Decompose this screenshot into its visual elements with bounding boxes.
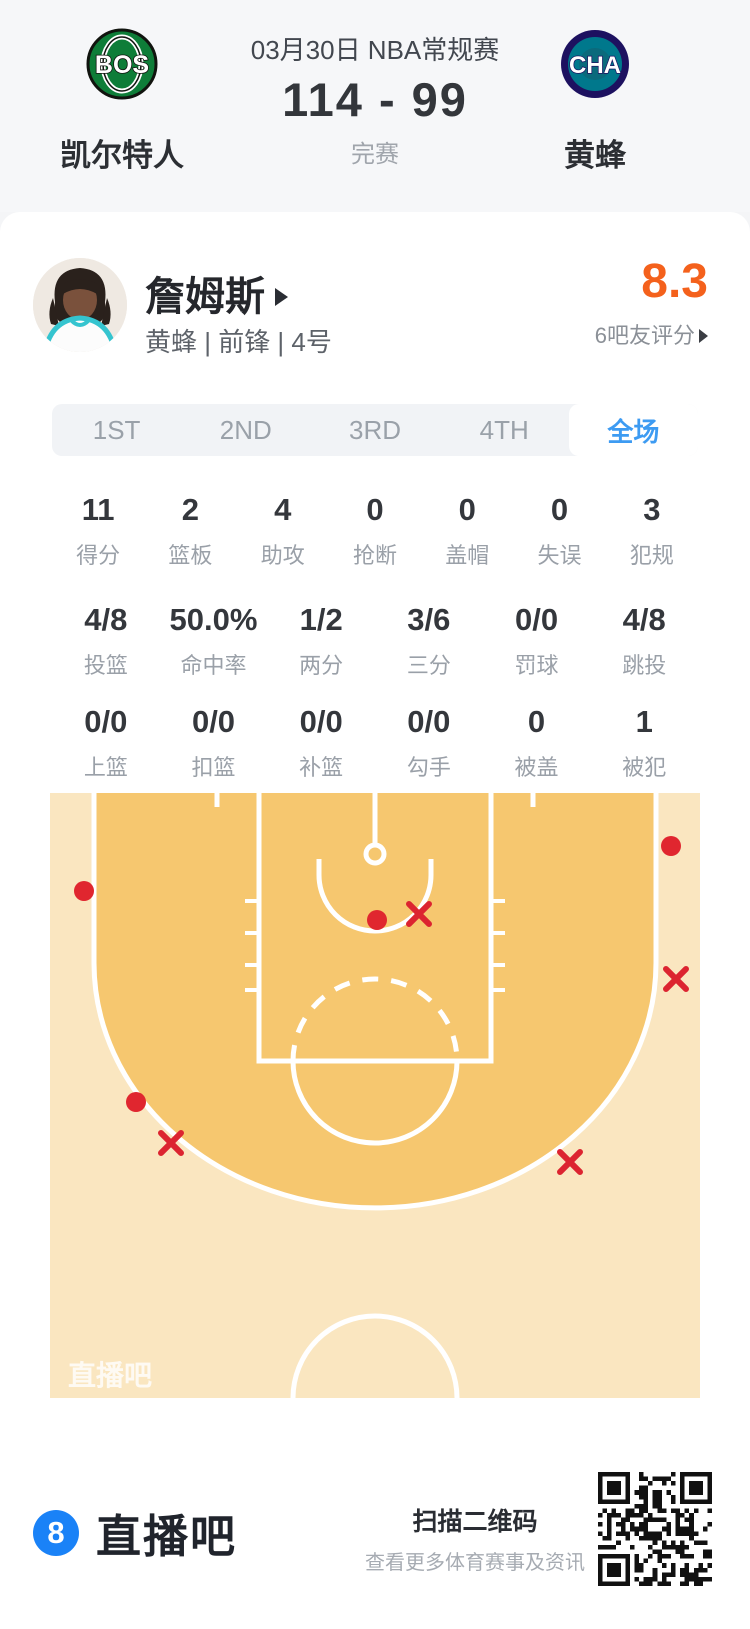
footer-scan-subtitle: 查看更多体育赛事及资讯 [365,1552,585,1574]
rating-box[interactable]: 8.3 6吧友评分 [595,256,708,350]
stat-blocks: 0 盖帽 [445,492,490,568]
center-circle [290,1313,460,1399]
stat-fg-pct: 50.0% 命中率 [169,602,258,678]
tab-1st[interactable]: 1ST [92,414,141,445]
shot-chart-court: 直播吧 [50,793,700,1399]
qr-code [598,1472,712,1586]
baseline-ticks [214,793,536,807]
free-throw-circle-solid [290,1060,460,1146]
footer-brand-row: 8 直播吧 [33,1500,237,1565]
period-tabbar: 1ST 2ND 3RD 4TH 全场 [52,404,699,456]
stat-assists: 4 助攻 [260,492,305,568]
footer-scan-text: 扫描二维码 查看更多体育赛事及资讯 [360,1502,590,1575]
stat-turnovers: 0 失误 [537,492,582,568]
celtics-abbr: BOS [95,51,149,79]
stat-blocked: 0 被盖 [514,704,559,780]
stat-fouled: 1 被犯 [622,704,667,780]
rim [363,842,387,866]
game-date: 03月30日 NBA常规赛 [250,35,500,65]
missed-shot-marker [158,1130,184,1156]
stat-ft: 0/0 罚球 [514,602,559,678]
stat-jumpshot: 4/8 跳投 [622,602,667,678]
celtics-logo-icon: BOS [86,28,158,100]
footer-brand-name: 直播吧 [96,1511,238,1562]
game-header: 03月30日 NBA常规赛 114 - 99 完赛 BOS 凯尔特人 CHA 黄… [0,0,750,212]
paint-lane [256,793,494,1064]
player-avatar[interactable] [33,258,127,352]
made-shot-marker [661,836,681,856]
stat-fouls: 3 犯规 [629,492,674,568]
stats-row-basic: 11 得分 2 篮板 4 助攻 0 抢断 0 盖帽 0 失误 3 犯规 [52,492,698,570]
made-shot-marker [74,881,94,901]
made-shot-marker [126,1092,146,1112]
missed-shot-marker [406,901,432,927]
stat-steals: 0 抢断 [352,492,397,568]
team-home-name: 凯尔特人 [60,138,184,173]
player-meta: 黄蜂 | 前锋 | 4号 [145,327,332,357]
tab-4th[interactable]: 4TH [479,414,529,445]
team-away[interactable]: CHA 黄蜂 [505,28,685,175]
stat-points: 11 得分 [76,492,121,568]
stat-3pt: 3/6 三分 [406,602,451,678]
hornets-abbr: CHA [569,52,621,79]
shot-markers [74,836,689,1175]
player-rating: 8.3 [641,255,708,308]
footer-scan-title: 扫描二维码 [412,1508,538,1536]
zhibo8-logo-icon: 8 [33,1509,79,1556]
free-throw-circle-dashed [290,976,460,1062]
stat-tipin: 0/0 补篮 [299,704,344,780]
stats-row-shooting: 4/8 投篮 50.0% 命中率 1/2 两分 3/6 三分 0/0 罚球 4/8 跳投 [52,602,698,680]
game-score: 114 - 99 [282,73,468,126]
made-shot-marker [367,910,387,930]
team-away-name: 黄蜂 [564,138,626,173]
player-stats-card: 詹姆斯 黄蜂 | 前锋 | 4号 8.3 6吧友评分 1ST 2ND 3RD 4… [0,212,750,1629]
three-point-line [91,793,659,1211]
tab-3rd[interactable]: 3RD [349,414,402,445]
game-status: 完赛 [351,141,399,168]
stat-hook: 0/0 勾手 [406,704,451,780]
stat-2pt: 1/2 两分 [299,602,344,678]
player-name[interactable]: 詹姆斯 [145,264,288,322]
hornets-logo-icon: CHA [559,28,631,100]
stat-dunk: 0/0 扣篮 [191,704,236,780]
team-home[interactable]: BOS 凯尔特人 [32,28,212,175]
chevron-right-icon [699,329,708,343]
missed-shot-marker [557,1149,583,1175]
stat-layup: 0/0 上篮 [83,704,128,780]
stats-row-detail: 0/0 上篮 0/0 扣篮 0/0 补篮 0/0 勾手 0 被盖 1 被犯 [52,704,698,782]
stat-fg: 4/8 投篮 [83,602,128,678]
tab-2nd[interactable]: 2ND [219,414,272,445]
stat-rebounds: 2 篮板 [168,492,213,568]
missed-shot-marker [663,966,689,992]
restricted-area-arc [316,859,434,934]
rating-caption: 6吧友评分 [595,318,708,350]
court-watermark: 直播吧 [68,1360,152,1391]
tab-full-game[interactable]: 全场 [568,404,699,456]
chevron-right-icon [275,288,288,306]
lane-hash-marks [245,899,505,992]
